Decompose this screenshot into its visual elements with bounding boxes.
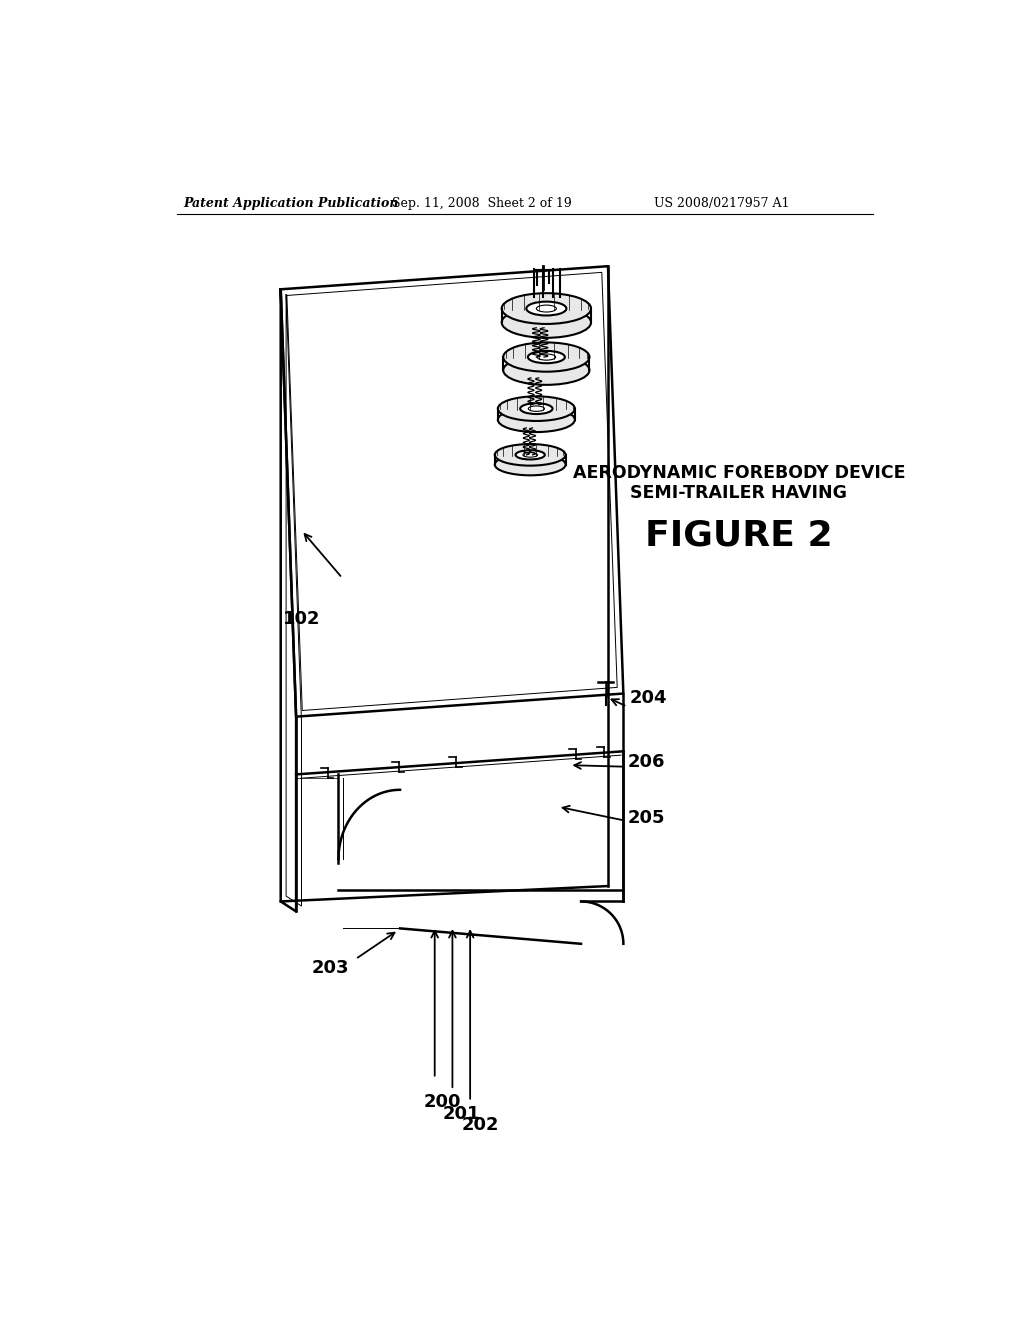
Text: 201: 201 bbox=[442, 1105, 480, 1123]
Ellipse shape bbox=[498, 408, 574, 432]
Ellipse shape bbox=[502, 293, 591, 323]
Text: AERODYNAMIC FOREBODY DEVICE: AERODYNAMIC FOREBODY DEVICE bbox=[572, 463, 905, 482]
Ellipse shape bbox=[495, 444, 565, 466]
Ellipse shape bbox=[528, 351, 565, 363]
Text: 202: 202 bbox=[462, 1117, 499, 1134]
Text: 204: 204 bbox=[630, 689, 667, 706]
Ellipse shape bbox=[503, 355, 590, 385]
Ellipse shape bbox=[537, 305, 556, 312]
Text: 203: 203 bbox=[311, 960, 349, 977]
Ellipse shape bbox=[523, 453, 538, 457]
Ellipse shape bbox=[515, 450, 545, 459]
Text: 200: 200 bbox=[423, 1093, 461, 1111]
Text: FIGURE 2: FIGURE 2 bbox=[645, 519, 833, 553]
Text: SEMI-TRAILER HAVING: SEMI-TRAILER HAVING bbox=[631, 484, 848, 503]
Ellipse shape bbox=[526, 302, 566, 315]
Text: Patent Application Publication: Patent Application Publication bbox=[183, 197, 398, 210]
Ellipse shape bbox=[502, 308, 591, 338]
Text: 206: 206 bbox=[628, 752, 665, 771]
Ellipse shape bbox=[495, 454, 565, 475]
Text: Sep. 11, 2008  Sheet 2 of 19: Sep. 11, 2008 Sheet 2 of 19 bbox=[392, 197, 572, 210]
Ellipse shape bbox=[498, 396, 574, 421]
Ellipse shape bbox=[520, 404, 553, 414]
Text: 205: 205 bbox=[628, 809, 665, 826]
Ellipse shape bbox=[538, 354, 556, 360]
Ellipse shape bbox=[528, 407, 545, 412]
Text: 102: 102 bbox=[283, 610, 321, 628]
Ellipse shape bbox=[503, 342, 590, 372]
Text: US 2008/0217957 A1: US 2008/0217957 A1 bbox=[654, 197, 790, 210]
